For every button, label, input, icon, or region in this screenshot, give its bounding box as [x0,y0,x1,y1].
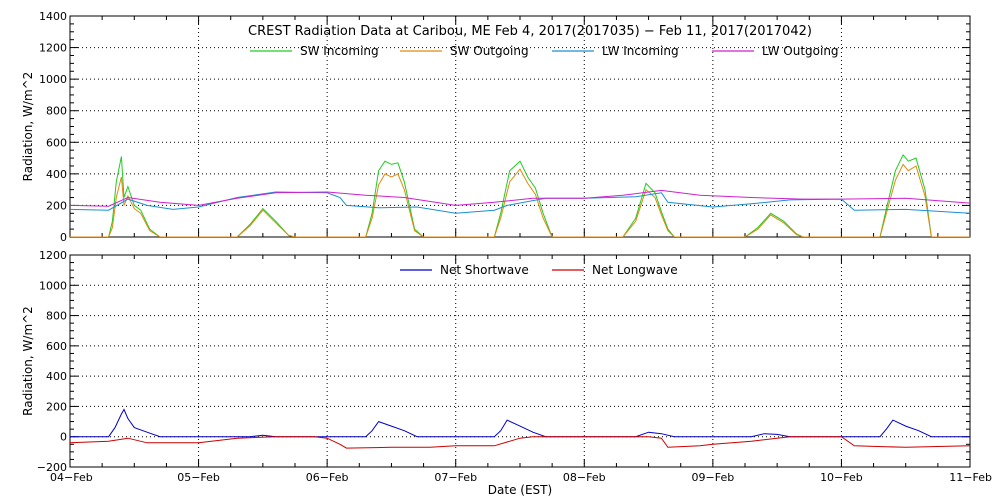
series-line-net-shortwave [70,408,970,438]
x-tick-label: 05−Feb [177,471,220,484]
y-tick-label: 1200 [39,42,67,55]
y-tick-label: 800 [46,105,67,118]
y-tick-label: 400 [46,168,67,181]
y-tick-label: 0 [60,231,67,244]
y-tick-label: 800 [46,310,67,323]
y-tick-label: 600 [46,136,67,149]
y-tick-label: 200 [46,400,67,413]
y-tick-label: 0 [60,431,67,444]
series-line-lw-incoming [70,191,970,214]
x-tick-label: 09−Feb [692,471,735,484]
series-line-sw-outgoing [70,163,970,237]
x-tick-label: 07−Feb [434,471,477,484]
series-line-lw-outgoing [70,189,970,207]
legend-label-sw-outgoing: SW Outgoing [450,44,529,58]
y-tick-label: 1000 [39,279,67,292]
y-tick-label: 1400 [39,10,67,23]
y-tick-label: 400 [46,370,67,383]
legend-label-net-longwave: Net Longwave [592,263,678,277]
legend-label-sw-incoming: SW Incoming [300,44,379,58]
legend-label-lw-incoming: LW Incoming [602,44,679,58]
y-tick-label: 200 [46,199,67,212]
series-line-sw-incoming [70,153,970,237]
y-tick-label: 600 [46,340,67,353]
legend-label-lw-outgoing: LW Outgoing [762,44,839,58]
x-tick-label: 10−Feb [820,471,863,484]
series-line-net-longwave [70,436,970,449]
y-axis-title: Radiation, W/m^2 [21,306,35,416]
x-tick-label: 08−Feb [563,471,606,484]
x-tick-label: 06−Feb [306,471,349,484]
top-panel: 0 200 400 600 800 1000 1200 1400 Radiation, W/m^… [21,10,971,244]
y-tick-label: −200 [37,461,67,474]
x-tick-label: 11−Feb [949,471,992,484]
x-tick-label: 04−Feb [50,471,93,484]
legend-label-net-shortwave: Net Shortwave [440,263,529,277]
bottom-panel: −200 0 200 400 600 800 1000 1200 Radiation, W/m^… [21,249,992,497]
x-axis-title: Date (EST) [488,483,552,497]
y-axis-title: Radiation, W/m^2 [21,72,35,182]
y-tick-label: 1000 [39,73,67,86]
y-tick-label: 1200 [39,249,67,262]
chart-title: CREST Radiation Data at Caribou, ME Feb … [248,24,812,39]
plot-frame [69,254,971,468]
